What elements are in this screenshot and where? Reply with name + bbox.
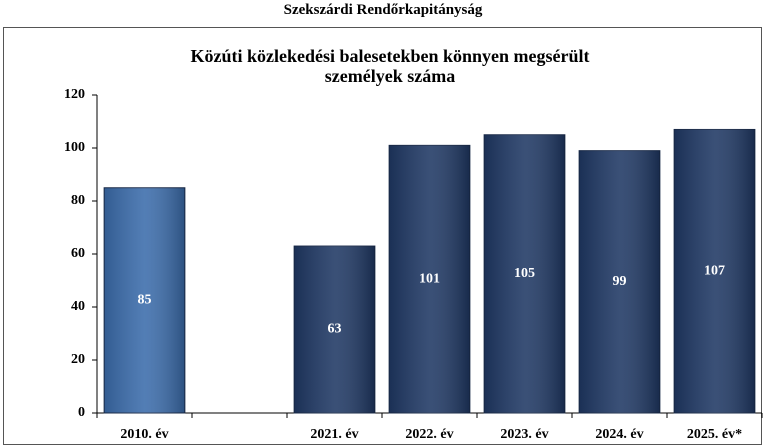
y-tick-label: 60: [71, 246, 85, 261]
bar-shade: [389, 145, 470, 413]
bar-shade: [294, 246, 375, 413]
y-tick-label: 100: [64, 140, 85, 155]
x-tick-label: 2021. év: [310, 427, 358, 442]
y-tick-label: 0: [78, 405, 85, 420]
bar-shade: [674, 129, 755, 413]
data-label: 99: [613, 274, 627, 289]
bar-shade: [579, 150, 660, 413]
x-tick-label: 2025. év*: [687, 427, 742, 442]
bar-shade: [484, 134, 565, 413]
y-tick-label: 80: [71, 193, 85, 208]
y-tick-label: 120: [64, 87, 85, 102]
x-tick-label: 2010. év: [120, 427, 168, 442]
bar-shade: [104, 187, 185, 413]
data-label: 101: [419, 271, 440, 286]
data-label: 105: [514, 266, 535, 281]
y-tick-label: 40: [71, 299, 85, 314]
data-label: 107: [704, 263, 725, 278]
chart-title: Közúti közlekedési balesetekben könnyen …: [190, 46, 590, 86]
x-tick-label: 2023. év: [500, 427, 548, 442]
x-tick-label: 2022. év: [405, 427, 453, 442]
data-label: 63: [328, 322, 342, 337]
data-label: 85: [138, 293, 152, 308]
x-tick-label: 2024. év: [595, 427, 643, 442]
y-tick-label: 20: [71, 352, 85, 367]
header: Szekszárdi Rendőrkapitányság: [283, 2, 483, 18]
